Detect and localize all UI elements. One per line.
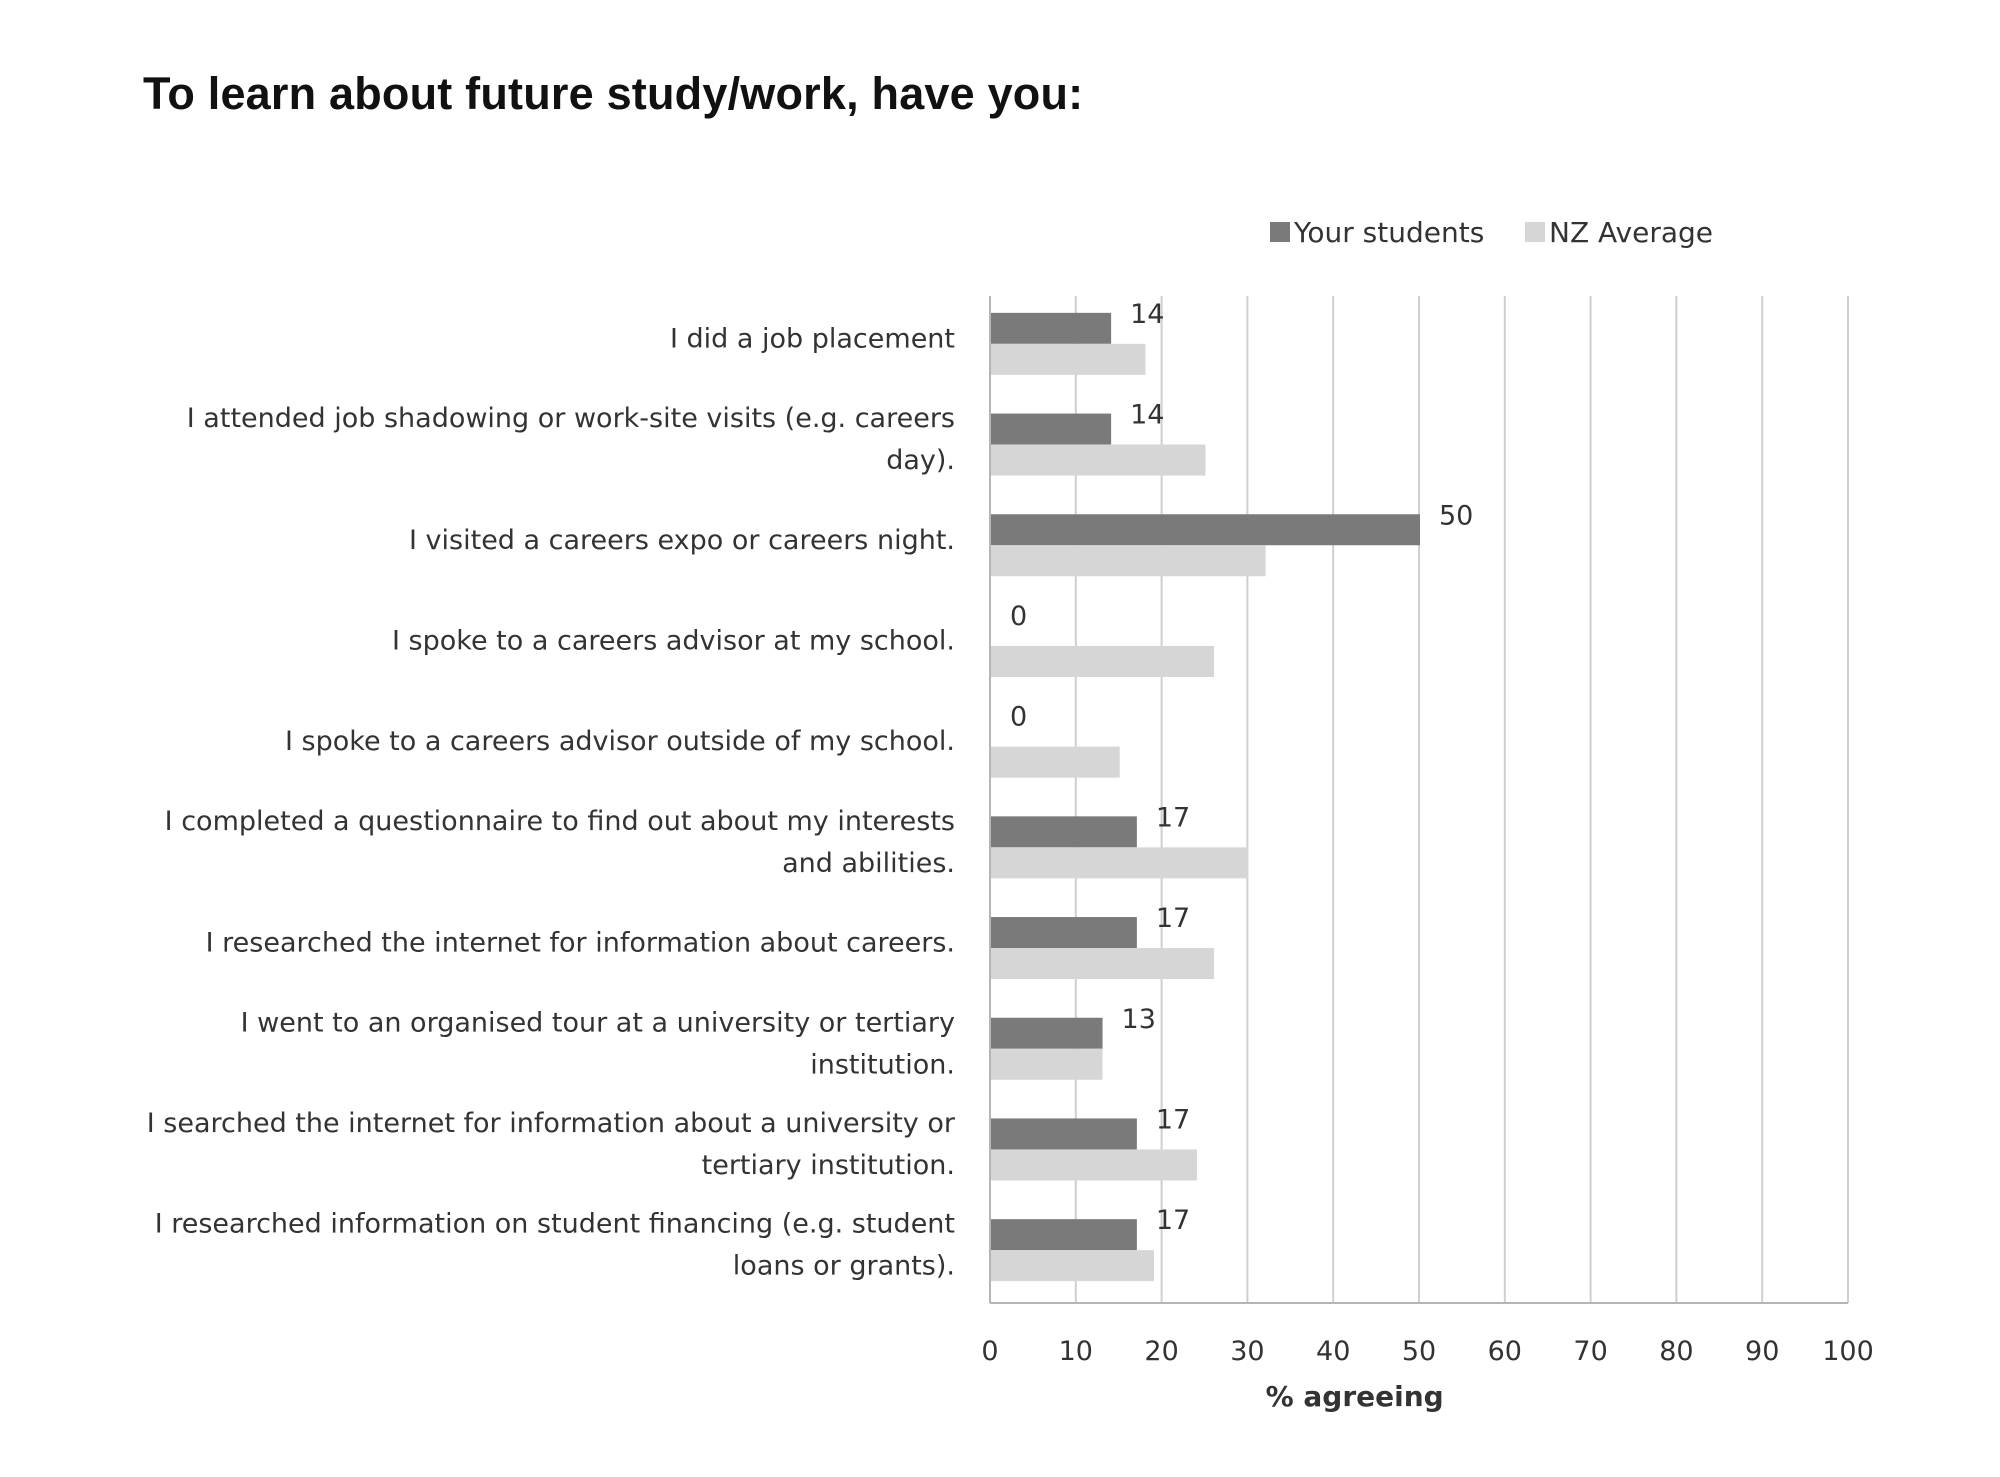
bar-your-students xyxy=(991,514,1420,546)
legend-label: Your students xyxy=(1293,216,1484,249)
bar-nz-average xyxy=(991,746,1120,778)
labels: 0 10 20 30 40 50 60 70 80 90 100 % agreeing I did a … xyxy=(147,299,1874,1413)
bar-marks xyxy=(991,312,1420,1282)
category-label: loans or grants). xyxy=(733,1251,955,1282)
category-label: I visited a careers expo or careers nigh… xyxy=(409,525,955,556)
category-label: and abilities. xyxy=(782,848,955,879)
legend-swatch xyxy=(1270,222,1290,242)
data-label: 17 xyxy=(1156,1104,1190,1135)
data-label: 17 xyxy=(1156,802,1190,833)
category-label: I spoke to a careers advisor at my schoo… xyxy=(392,625,955,656)
bar-nz-average xyxy=(991,1149,1197,1181)
x-tick-label: 70 xyxy=(1573,1336,1607,1367)
category-label: day). xyxy=(886,445,955,476)
data-label: 17 xyxy=(1156,1205,1190,1236)
bar-your-students xyxy=(991,1219,1137,1251)
data-label: 0 xyxy=(1010,601,1027,632)
category-label: I researched information on student fina… xyxy=(155,1209,955,1240)
category-label: I completed a questionnaire to find out … xyxy=(165,806,955,837)
legend-swatch xyxy=(1525,222,1545,242)
data-label: 17 xyxy=(1156,903,1190,934)
category-label: institution. xyxy=(810,1049,955,1080)
bar-nz-average xyxy=(991,1048,1103,1080)
category-label: tertiary institution. xyxy=(702,1150,955,1181)
x-tick-label: 0 xyxy=(981,1336,998,1367)
data-label: 13 xyxy=(1122,1004,1156,1035)
x-tick-label: 20 xyxy=(1144,1336,1178,1367)
bar-nz-average xyxy=(991,343,1146,375)
category-label: I researched the internet for informatio… xyxy=(206,928,955,959)
x-axis-title: % agreeing xyxy=(1266,1380,1444,1413)
x-tick-label: 50 xyxy=(1402,1336,1436,1367)
bar-your-students xyxy=(991,413,1112,445)
x-tick-label: 10 xyxy=(1059,1336,1093,1367)
x-tick-label: 80 xyxy=(1659,1336,1693,1367)
bar-nz-average xyxy=(991,1250,1155,1282)
x-tick-label: 40 xyxy=(1316,1336,1350,1367)
axes xyxy=(989,296,1848,1304)
bar-nz-average xyxy=(991,847,1249,879)
bar-nz-average xyxy=(991,948,1215,980)
x-tick-label: 60 xyxy=(1488,1336,1522,1367)
category-label: I went to an organised tour at a univers… xyxy=(241,1007,955,1038)
bar-nz-average xyxy=(991,444,1206,476)
bar-your-students xyxy=(991,816,1137,848)
category-label: I did a job placement xyxy=(670,323,955,354)
category-label: I attended job shadowing or work-site vi… xyxy=(187,403,955,434)
bar-your-students xyxy=(991,1118,1137,1150)
category-label: I searched the internet for information … xyxy=(147,1108,956,1139)
data-label: 0 xyxy=(1010,702,1027,733)
data-label: 14 xyxy=(1130,400,1164,431)
category-label: I spoke to a careers advisor outside of … xyxy=(285,726,955,757)
bar-your-students xyxy=(991,312,1112,344)
bar-nz-average xyxy=(991,545,1266,577)
x-tick-label: 30 xyxy=(1230,1336,1264,1367)
legend-label: NZ Average xyxy=(1549,216,1713,249)
x-tick-label: 100 xyxy=(1822,1336,1874,1367)
chart-title: To learn about future study/work, have y… xyxy=(143,68,1084,119)
bar-nz-average xyxy=(991,645,1215,677)
bar-your-students xyxy=(991,917,1137,949)
x-tick-label: 90 xyxy=(1745,1336,1779,1367)
bar-your-students xyxy=(991,1017,1103,1049)
gridlines xyxy=(1074,296,1849,1303)
data-label: 14 xyxy=(1130,299,1164,330)
data-label: 50 xyxy=(1439,500,1473,531)
legend: Your students NZ Average xyxy=(1270,216,1713,249)
